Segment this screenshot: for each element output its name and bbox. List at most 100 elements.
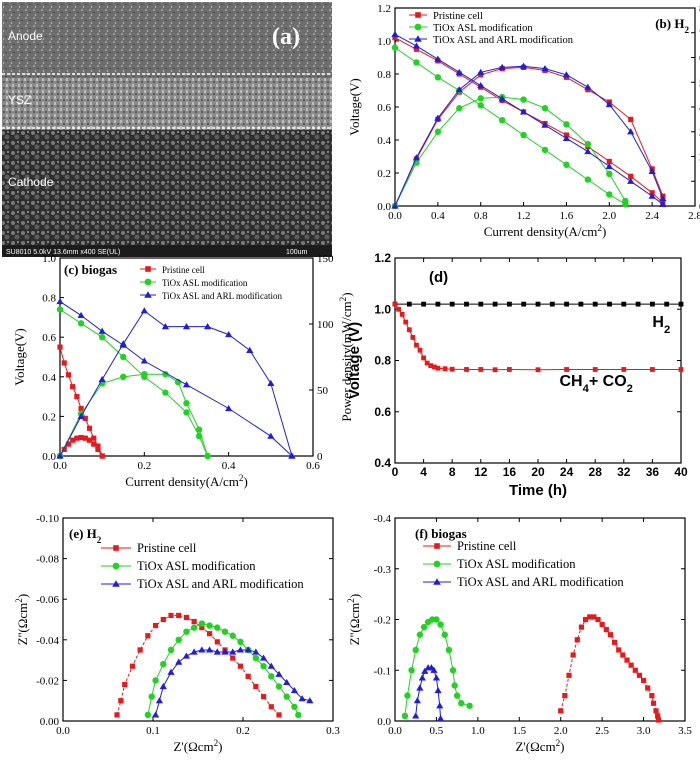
data-point	[77, 412, 85, 419]
y2-axis-label-base: Power density(mW/cm	[339, 301, 354, 421]
data-point	[406, 301, 412, 307]
data-point	[478, 301, 484, 307]
data-point	[406, 327, 412, 333]
y-tick-label: -0.02	[36, 675, 59, 687]
annotation-sub: 4	[583, 383, 590, 395]
annotation: H2	[652, 314, 670, 336]
data-point	[283, 678, 291, 686]
data-point	[204, 452, 211, 460]
data-point	[253, 683, 259, 690]
data-point	[122, 681, 128, 688]
legend-label: TiOx ASL and ARL modification	[137, 577, 304, 591]
data-point	[182, 652, 191, 659]
data-point	[141, 370, 148, 378]
data-point	[140, 357, 148, 364]
data-point	[507, 367, 512, 372]
data-point	[564, 367, 569, 372]
data-point	[275, 670, 283, 677]
data-point	[413, 46, 420, 52]
data-point	[453, 692, 461, 699]
data-point	[198, 646, 206, 653]
data-point	[168, 612, 174, 619]
legend-label: TiOx ASL and ARL modification	[457, 575, 624, 589]
y-axis-label-end: )	[347, 594, 362, 598]
data-point	[291, 703, 298, 710]
data-point	[412, 646, 419, 654]
data-point	[268, 704, 274, 710]
y-tick-label: 0.4	[374, 456, 391, 470]
data-point	[416, 631, 424, 638]
x-tick-label: 2.4	[645, 210, 659, 222]
panel-label-sub: 2	[97, 535, 102, 545]
data-point	[410, 335, 416, 340]
series-f-1	[401, 616, 473, 720]
x-tick-label: 4	[420, 465, 427, 479]
data-point	[541, 121, 549, 128]
y2-tick-label: 0	[317, 451, 323, 463]
data-point	[645, 685, 651, 691]
series-line	[394, 303, 681, 371]
data-point	[396, 306, 401, 312]
data-point	[650, 301, 655, 307]
x-tick-label: 0.0	[388, 210, 402, 222]
y-tick-label: 0.8	[374, 354, 391, 368]
annotation-sub: 2	[664, 324, 670, 336]
data-point	[95, 443, 101, 449]
y-tick-label: 1.0	[42, 253, 56, 265]
data-point	[449, 366, 455, 372]
series-line	[394, 65, 664, 207]
x-tick-label: 0.4	[222, 460, 236, 472]
data-point	[252, 654, 260, 662]
data-point	[225, 330, 233, 338]
legend-item: TiOx ASL and ARL modification	[409, 35, 574, 46]
data-point	[183, 628, 190, 635]
data-point	[564, 301, 569, 307]
data-point	[520, 96, 527, 103]
data-point	[98, 327, 106, 334]
y-tick-label: -0.08	[36, 554, 59, 566]
data-point	[592, 301, 598, 307]
data-point	[420, 623, 428, 631]
data-point	[56, 306, 64, 313]
x-axis-label-base: Current density(A/cm	[125, 474, 239, 489]
data-point	[621, 367, 627, 372]
data-point	[391, 30, 399, 37]
data-point	[421, 667, 429, 674]
data-point	[449, 667, 457, 674]
x-axis-label: Time (h)	[509, 482, 567, 499]
data-point	[498, 117, 506, 124]
data-point	[162, 389, 169, 396]
y-axis-label-sup: 2	[346, 598, 356, 603]
series-e-0	[114, 612, 282, 718]
x-tick-label: 0.6	[306, 460, 320, 472]
data-point	[70, 384, 76, 390]
data-point	[99, 453, 105, 459]
data-point	[445, 646, 453, 654]
data-point	[578, 301, 584, 307]
y-tick-label: 0.4	[42, 372, 56, 384]
data-point	[455, 68, 463, 75]
x-axis-label-end: )	[218, 739, 222, 754]
data-point	[456, 105, 463, 112]
data-point	[584, 176, 592, 183]
series-line	[394, 37, 664, 204]
data-point	[175, 636, 182, 643]
data-point	[276, 712, 282, 718]
legend-marker	[145, 266, 151, 272]
data-point	[591, 614, 597, 620]
series-line	[116, 614, 280, 716]
data-point	[655, 717, 662, 723]
data-point	[214, 639, 220, 645]
data-point	[198, 620, 206, 627]
data-point	[418, 674, 426, 681]
data-point	[145, 633, 151, 639]
data-point	[570, 652, 576, 658]
data-point	[436, 714, 445, 722]
data-point	[607, 632, 614, 638]
y-tick-label: -0.1	[374, 665, 391, 677]
y-tick-label: 1.2	[377, 3, 391, 15]
data-point	[498, 63, 506, 70]
data-point	[221, 628, 229, 635]
data-point	[82, 415, 88, 421]
data-point	[477, 81, 485, 89]
